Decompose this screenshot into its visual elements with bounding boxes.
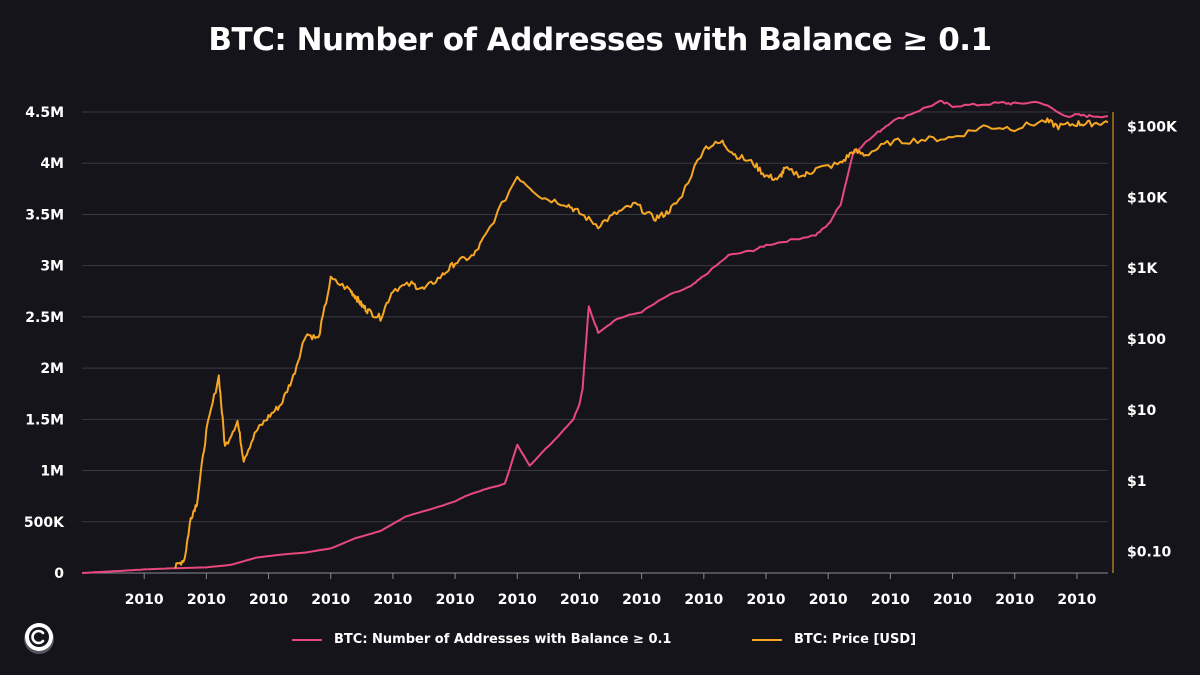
glassnode-logo-icon [24,623,54,654]
x-tick-label: 2010 [125,592,164,608]
legend-item-price: BTC: Price [USD] [752,632,916,647]
y-left-tick-label: 4.5M [25,105,64,121]
x-tick-label: 2010 [560,592,599,608]
y-right-tick-label: $100 [1127,332,1166,348]
y-left-tick-label: 4M [40,156,64,172]
x-tick-label: 2010 [187,592,226,608]
y-right-tick-label: $0.10 [1127,545,1172,561]
y-left-tick-label: 3.5M [25,207,64,223]
x-tick-label: 2010 [373,592,412,608]
x-tick-label: 2010 [871,592,910,608]
x-tick-label: 2010 [249,592,288,608]
y-right-tick-label: $1K [1127,261,1158,277]
y-left-tick-label: 1.5M [25,412,64,428]
x-tick-label: 2010 [436,592,475,608]
x-tick-label: 2010 [622,592,661,608]
legend-label-addresses: BTC: Number of Addresses with Balance ≥ … [334,632,672,647]
legend-item-addresses: BTC: Number of Addresses with Balance ≥ … [292,632,671,647]
y-left-tick-label: 3M [40,259,64,275]
x-tick-label: 2010 [933,592,972,608]
legend-swatch-addresses [292,638,322,641]
y-left-tick-label: 1M [40,464,64,480]
y-left-tick-label: 0 [54,566,64,582]
x-tick-label: 2010 [809,592,848,608]
x-tick-label: 2010 [498,592,537,608]
y-right-tick-label: $10K [1127,190,1168,206]
y-left-tick-label: 500K [24,515,65,531]
legend: BTC: Number of Addresses with Balance ≥ … [0,632,1200,656]
x-tick-label: 2010 [684,592,723,608]
x-tick-label: 2010 [1057,592,1096,608]
y-left-tick-label: 2M [40,361,64,377]
x-tick-label: 2010 [747,592,786,608]
axis-layer: 0 500K 1M 1.5M 2M 2.5M 3M 3.5M 4M 4.5M $0.10 $1 $10 $… [24,105,1178,608]
series-line-addresses [81,99,1109,574]
y-right-tick-label: $10 [1127,403,1156,419]
series-line-price [174,117,1109,569]
y-right-tick-label: $100K [1127,119,1178,135]
legend-label-price: BTC: Price [USD] [794,632,917,647]
grid-layer [82,111,1108,523]
legend-swatch-price [752,638,782,641]
series-layer [81,99,1109,574]
y-right-tick-label: $1 [1127,474,1146,490]
chart-title: BTC: Number of Addresses with Balance ≥ … [208,22,992,58]
y-left-tick-label: 2.5M [25,310,64,326]
x-tick-label: 2010 [995,592,1034,608]
x-tick-label: 2010 [311,592,350,608]
